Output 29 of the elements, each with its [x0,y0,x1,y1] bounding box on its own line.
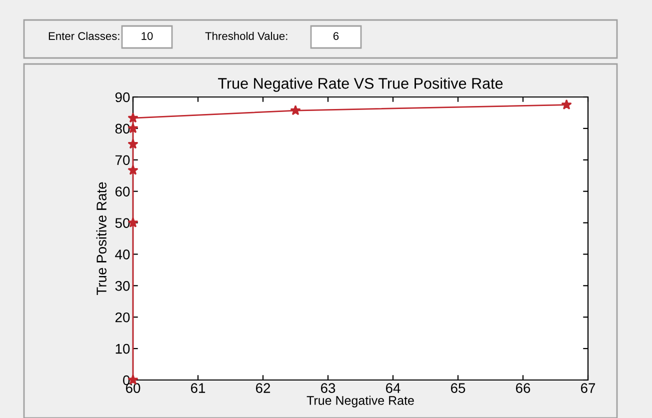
text: 6 [333,32,339,40]
point [128,164,138,175]
x-tick-label: 64 [386,383,400,393]
x-tick-label: 60 [126,383,140,393]
text: Enter Classes: [48,32,120,40]
y-tick-label: 40 [115,250,130,260]
x-tick-label: 63 [320,383,336,393]
y-tick-label: 20 [115,312,130,322]
y-tick-label: 50 [115,218,130,228]
x-tick-label: 62 [256,383,270,393]
y-tick-label: 70 [115,155,130,166]
text: Threshold Value: [205,32,288,40]
text: 10 [142,32,153,40]
point [561,99,572,110]
x-tick-label: 66 [516,383,530,393]
point [128,138,138,149]
y-tick-label: 10 [116,344,130,354]
point [290,104,301,116]
y-tick-label: 30 [115,281,130,291]
y-tick-label: 90 [115,92,130,102]
y-axis-title: True Positive Rate [96,182,106,296]
point [128,112,138,123]
x-tick-label: 65 [450,383,466,393]
x-tick-label: 67 [580,383,596,393]
x-axis-title: True Negative Rate [306,396,414,408]
y-tick-label: 80 [115,124,130,134]
y-tick-label: 60 [115,186,130,197]
chart-title: True Negative Rate VS True Positive Rate [218,78,503,92]
x-tick-label: 61 [190,383,206,393]
